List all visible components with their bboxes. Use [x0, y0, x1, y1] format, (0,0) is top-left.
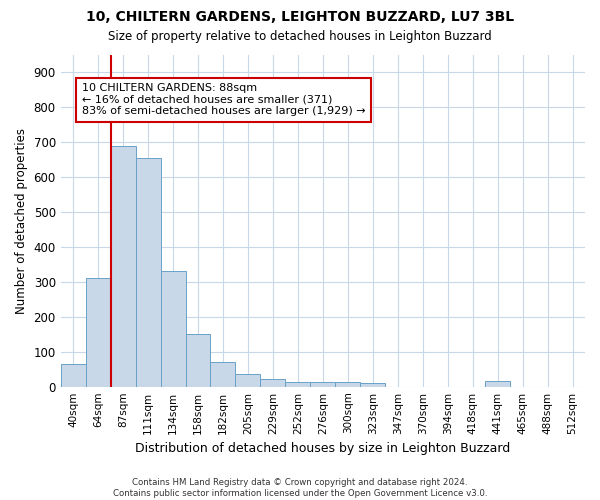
- Y-axis label: Number of detached properties: Number of detached properties: [15, 128, 28, 314]
- Bar: [235, 374, 260, 386]
- Bar: [335, 382, 360, 386]
- Bar: [185, 334, 211, 386]
- Bar: [110, 146, 136, 386]
- X-axis label: Distribution of detached houses by size in Leighton Buzzard: Distribution of detached houses by size …: [135, 442, 511, 455]
- Bar: [136, 158, 161, 386]
- Bar: [485, 382, 510, 386]
- Text: 10 CHILTERN GARDENS: 88sqm
← 16% of detached houses are smaller (371)
83% of sem: 10 CHILTERN GARDENS: 88sqm ← 16% of deta…: [82, 83, 365, 116]
- Bar: [286, 382, 310, 386]
- Bar: [86, 278, 110, 386]
- Text: Size of property relative to detached houses in Leighton Buzzard: Size of property relative to detached ho…: [108, 30, 492, 43]
- Text: Contains HM Land Registry data © Crown copyright and database right 2024.
Contai: Contains HM Land Registry data © Crown c…: [113, 478, 487, 498]
- Bar: [211, 362, 235, 386]
- Bar: [260, 379, 286, 386]
- Bar: [161, 272, 185, 386]
- Bar: [310, 382, 335, 386]
- Bar: [61, 364, 86, 386]
- Bar: [360, 383, 385, 386]
- Text: 10, CHILTERN GARDENS, LEIGHTON BUZZARD, LU7 3BL: 10, CHILTERN GARDENS, LEIGHTON BUZZARD, …: [86, 10, 514, 24]
